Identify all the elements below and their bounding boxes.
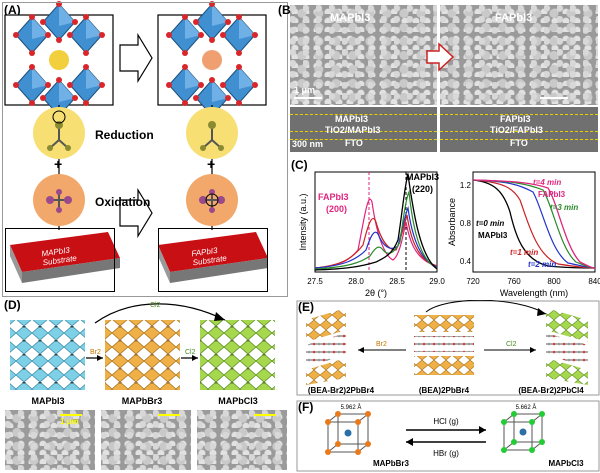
svg-text:Cl2: Cl2: [150, 302, 161, 309]
xrd-curve-ma: [314, 172, 438, 271]
panel-label-e: (E): [298, 300, 314, 314]
layer-tio2-fa: TiO2/FAPbI3: [490, 125, 543, 135]
svg-text:(220): (220): [412, 184, 433, 194]
svg-text:MAPbCl3: MAPbCl3: [548, 459, 584, 468]
svg-text:MAPbBr3: MAPbBr3: [373, 459, 410, 468]
svg-text:(BEA-Br2)2PbBr4: (BEA-Br2)2PbBr4: [308, 386, 375, 395]
panel-d-figure: Br2 Cl2 Cl2 MAPbI3 MAPbBr3 MAPbCl3: [10, 302, 275, 406]
svg-text:t=0 min: t=0 min: [476, 219, 504, 228]
panel-a-figure: [4, 0, 268, 283]
panel-label-f: (F): [298, 400, 314, 414]
layer-tio2-ma: TiO2/MAPbI3: [325, 125, 381, 135]
svg-text:HCl (g): HCl (g): [433, 417, 459, 426]
sem-d3: [197, 410, 287, 470]
panel-label-a: (A): [4, 3, 21, 17]
panel-e-figure: Br2 Cl2 (BEA-Br2)2PbBr4 (BEA)2PbBr4 (BEA…: [296, 300, 600, 396]
layer-fa: FAPbI3: [500, 114, 531, 124]
svg-text:5.662 Å: 5.662 Å: [516, 404, 537, 411]
panel-f-figure: 5.962 Å MAPbBr3 HCl (g) HBr (g) 5.662 Å …: [296, 400, 600, 472]
svg-text:28.0: 28.0: [348, 277, 364, 286]
sem-top-right: [440, 5, 598, 105]
svg-text:MAPbBr3: MAPbBr3: [122, 396, 163, 406]
svg-text:MAPbCl3: MAPbCl3: [218, 396, 258, 406]
svg-text:t=1 min: t=1 min: [510, 248, 538, 257]
svg-text:HBr (g): HBr (g): [433, 449, 459, 458]
svg-text:0.4: 0.4: [460, 257, 472, 266]
panel-label-c: (C): [291, 158, 308, 172]
ma-cation-center: [49, 50, 69, 70]
svg-text:Br2: Br2: [90, 349, 101, 356]
svg-text:Intensity (a.u.): Intensity (a.u.): [298, 193, 308, 250]
crystal-mapbcl3: [200, 320, 275, 390]
svg-text:Br2: Br2: [376, 341, 387, 348]
svg-text:(BEA)2PbBr4: (BEA)2PbBr4: [419, 386, 470, 395]
svg-text:FAPbI3: FAPbI3: [538, 190, 566, 199]
substrate-left: [10, 232, 120, 272]
svg-text:FAPbI3: FAPbI3: [318, 192, 349, 202]
panel-label-d: (D): [4, 298, 21, 312]
arrow-top: [119, 32, 153, 84]
svg-text:t=4 min: t=4 min: [533, 178, 561, 187]
sem-cross-right: [440, 107, 598, 152]
svg-text:1.2: 1.2: [460, 181, 472, 190]
svg-text:t=2 min: t=2 min: [528, 260, 556, 269]
plus-right: +: [207, 156, 216, 172]
svg-text:720: 720: [466, 277, 480, 286]
crystal-mapbi3: [10, 320, 85, 390]
svg-text:Wavelength (nm): Wavelength (nm): [500, 288, 568, 298]
plus-left: +: [54, 156, 63, 172]
svg-text:Cl2: Cl2: [185, 349, 196, 356]
svg-text:MAPbI3: MAPbI3: [406, 172, 439, 182]
substrate-right: [158, 232, 268, 272]
svg-text:0.8: 0.8: [460, 219, 472, 228]
svg-text:27.5: 27.5: [307, 277, 323, 286]
svg-text:MAPbI3: MAPbI3: [31, 396, 64, 406]
crystal-mapbbr3: [105, 320, 180, 390]
fa-cation-center: [202, 50, 222, 70]
svg-text:800: 800: [547, 277, 561, 286]
layer-ma: MAPbI3: [335, 114, 369, 124]
svg-text:5.962 Å: 5.962 Å: [341, 404, 362, 411]
scale-bar-bottom: 300 nm: [292, 139, 324, 149]
sem-title-fa: FAPbI3: [495, 12, 533, 24]
svg-text:840: 840: [588, 277, 600, 286]
svg-text:(BEA-Br2)2PbCl4: (BEA-Br2)2PbCl4: [518, 386, 584, 395]
svg-text:760: 760: [507, 277, 521, 286]
sem-d2: [101, 410, 191, 470]
reduction-label: Reduction: [95, 128, 154, 142]
sem-d1: [5, 410, 95, 470]
oxidation-label: Oxidation: [95, 195, 151, 209]
scale-bar-top: 1 μm: [294, 85, 316, 95]
panel-c-figure: 27.5 28.0 28.5 29.0 2θ (°) Intensity (a.…: [298, 171, 600, 298]
scale-d: 1 μm: [60, 417, 79, 426]
abs-curve-t0: [472, 179, 596, 269]
svg-text:29.0: 29.0: [429, 277, 445, 286]
sem-top-left: [290, 5, 437, 105]
sem-title-ma: MAPbI3: [330, 12, 371, 24]
svg-text:(200): (200): [326, 204, 347, 214]
sem-arrow: [426, 42, 455, 72]
svg-text:Cl2: Cl2: [506, 341, 517, 348]
svg-text:28.5: 28.5: [389, 277, 405, 286]
svg-text:2θ (°): 2θ (°): [365, 288, 387, 298]
svg-text:t=3 min: t=3 min: [550, 203, 578, 212]
sem-cross-left: [290, 107, 437, 152]
layer-fto-right: FTO: [510, 138, 528, 148]
svg-text:Absorbance: Absorbance: [447, 198, 457, 246]
svg-text:MAPbI3: MAPbI3: [478, 231, 508, 240]
layer-fto-left: FTO: [345, 138, 363, 148]
